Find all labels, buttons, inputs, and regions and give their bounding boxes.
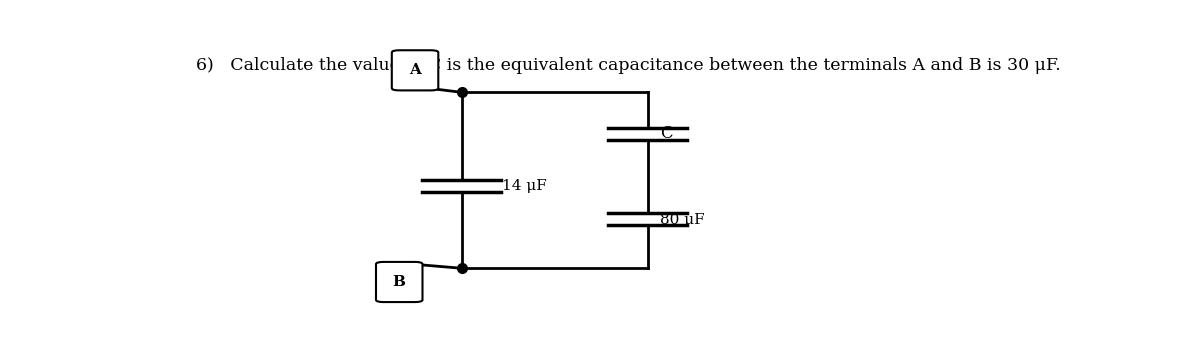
Text: 6)   Calculate the value of C is the equivalent capacitance between the terminal: 6) Calculate the value of C is the equiv… bbox=[197, 56, 1061, 74]
Text: 80 μF: 80 μF bbox=[660, 213, 704, 227]
FancyBboxPatch shape bbox=[376, 262, 422, 302]
Text: A: A bbox=[409, 63, 421, 77]
Text: B: B bbox=[392, 275, 406, 289]
Text: C: C bbox=[660, 125, 672, 142]
FancyBboxPatch shape bbox=[391, 50, 438, 90]
Text: 14 μF: 14 μF bbox=[502, 179, 546, 193]
